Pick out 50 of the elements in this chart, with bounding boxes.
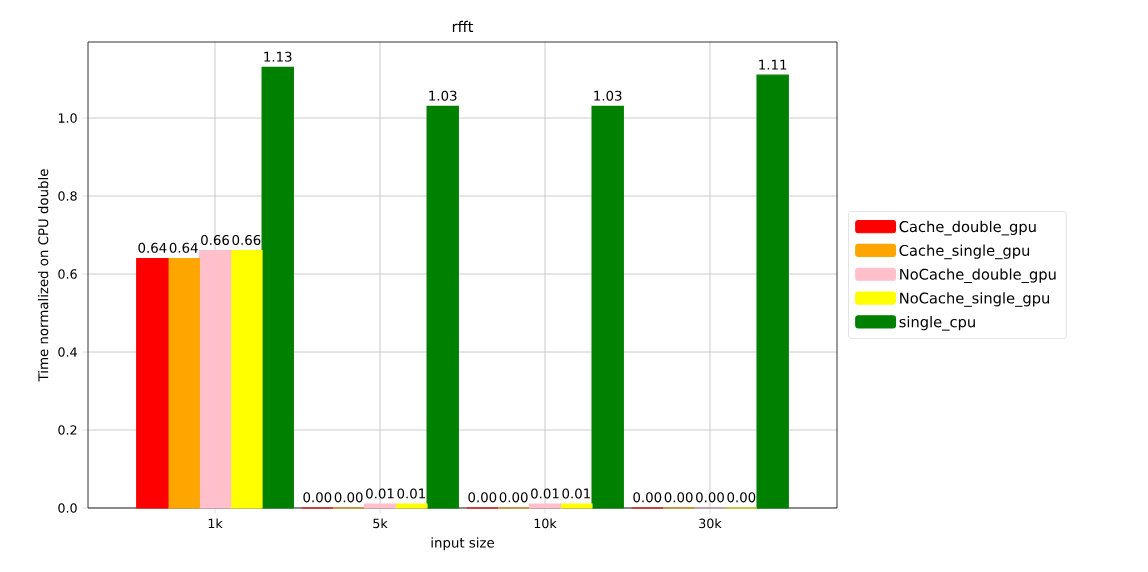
bar <box>395 503 428 509</box>
y-tick-label: 0.6 <box>58 269 77 279</box>
chart-title: rfft <box>452 20 474 32</box>
data-label: 1.03 <box>429 90 457 101</box>
legend-label: NoCache_double_gpu <box>900 268 1056 284</box>
bar <box>528 503 562 509</box>
data-label: 0.64 <box>169 242 198 253</box>
legend-label: Cache_single_gpu <box>899 244 1030 260</box>
y-tick-label: 0.8 <box>58 191 77 201</box>
data-label: 0.00 <box>334 492 363 503</box>
bar <box>560 503 593 509</box>
data-label: 0.00 <box>696 492 724 503</box>
data-label: 1.11 <box>759 59 787 70</box>
bar <box>426 105 459 509</box>
x-axis-title: input size <box>431 537 495 551</box>
y-tick-label: 1.0 <box>58 113 77 123</box>
data-label: 1.13 <box>264 51 292 62</box>
x-tick-label: 5k <box>373 518 388 529</box>
x-tick-label: 1k <box>208 518 223 529</box>
bar <box>136 257 169 509</box>
legend-label: NoCache_single_gpu <box>900 292 1049 307</box>
y-axis-title: Time normalized on CPU double <box>37 169 49 382</box>
data-label: 0.00 <box>664 492 693 503</box>
data-label: 0.01 <box>366 488 394 499</box>
bar <box>261 66 294 509</box>
legend-label: single_cpu <box>899 316 975 331</box>
bar <box>756 74 789 509</box>
data-label: 0.66 <box>201 234 230 246</box>
bar <box>198 250 232 509</box>
bar <box>363 503 397 509</box>
bar <box>167 257 200 509</box>
data-label: 0.66 <box>232 234 261 246</box>
data-label: 0.01 <box>562 488 590 499</box>
legend-label: Cache_double_gpu <box>899 220 1036 236</box>
data-label: 0.01 <box>531 488 559 499</box>
x-tick-label: 30k <box>699 518 722 529</box>
data-label: 0.64 <box>138 242 167 253</box>
data-label: 0.01 <box>397 488 425 499</box>
data-label: 0.00 <box>727 492 756 503</box>
data-label: 1.03 <box>594 90 622 101</box>
bar <box>230 250 263 509</box>
y-tick-label: 0.4 <box>58 347 77 357</box>
x-tick-label: 10k <box>534 518 557 529</box>
data-label: 0.00 <box>468 492 497 503</box>
data-label: 0.00 <box>633 492 662 503</box>
data-label: 0.00 <box>303 492 332 503</box>
y-tick-label: 0.0 <box>58 503 77 513</box>
y-tick-label: 0.2 <box>58 425 77 435</box>
data-label: 0.00 <box>499 492 528 503</box>
bar <box>591 105 624 509</box>
